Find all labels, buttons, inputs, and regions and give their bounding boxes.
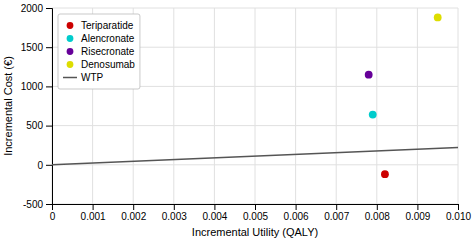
- x-tick: 0: [50, 204, 56, 222]
- x-tick-label: 0.007: [324, 211, 349, 222]
- x-tick: 0.007: [324, 204, 349, 222]
- legend-label: WTP: [81, 72, 104, 83]
- chart: 0 0.001 0.002 0.003 0.004 0.005 0.006 0.007 0.00…: [0, 0, 474, 242]
- x-tick-mark: [133, 204, 134, 210]
- y-tick: 1000: [21, 81, 52, 92]
- y-tick: 0: [37, 160, 52, 171]
- x-tick-mark: [377, 204, 378, 210]
- grid-line-x: [214, 8, 215, 204]
- legend-frame: [58, 14, 140, 89]
- x-tick-mark: [214, 204, 215, 210]
- x-tick-label: 0.003: [162, 211, 187, 222]
- y-tick-mark: [46, 165, 52, 166]
- x-tick: 0.001: [81, 204, 106, 222]
- grid-line-y: [52, 8, 458, 9]
- legend-swatch: [67, 48, 74, 55]
- point: [365, 71, 373, 79]
- grid-line-x: [458, 8, 459, 204]
- y-tick-label: 1500: [21, 42, 44, 53]
- x-tick: 0.006: [284, 204, 309, 222]
- x-tick-label: 0: [50, 211, 56, 222]
- x-tick-label: 0.005: [243, 211, 268, 222]
- y-tick-mark: [46, 86, 52, 87]
- legend-swatch: [63, 77, 77, 79]
- x-tick: 0.004: [202, 204, 227, 222]
- x-tick-label: 0.010: [446, 211, 471, 222]
- x-tick-label: 0.002: [121, 211, 146, 222]
- wtp-line: [52, 148, 458, 165]
- legend-swatch: [67, 22, 74, 29]
- legend-label: Alencronate: [81, 33, 135, 44]
- x-axis: 0 0.001 0.002 0.003 0.004 0.005 0.006 0.007 0.00…: [50, 204, 472, 222]
- grid-line-y: [52, 164, 458, 165]
- y-axis-title: Incremental Cost (€): [2, 56, 14, 156]
- point: [434, 13, 442, 21]
- y-tick: 2000: [21, 3, 52, 14]
- x-tick-label: 0.009: [405, 211, 430, 222]
- legend-swatch: [67, 35, 74, 42]
- y-tick-label: -500: [23, 199, 43, 210]
- grid-line-x: [376, 8, 377, 204]
- y-tick-label: 500: [26, 120, 43, 131]
- x-tick-mark: [93, 204, 94, 210]
- x-tick: 0.009: [405, 204, 430, 222]
- y-tick-mark: [46, 126, 52, 127]
- grid-line-x: [417, 8, 418, 204]
- x-tick: 0.010: [446, 204, 471, 222]
- legend-label: Denosumab: [81, 59, 135, 70]
- x-tick-mark: [417, 204, 418, 210]
- y-tick-label: 0: [37, 160, 43, 171]
- legend-label: Teriparatide: [81, 20, 134, 31]
- point: [369, 111, 377, 119]
- y-tick-label: 2000: [21, 3, 44, 14]
- x-tick-label: 0.006: [284, 211, 309, 222]
- x-tick-label: 0.004: [202, 211, 227, 222]
- grid: [52, 8, 458, 204]
- y-axis-line: [46, 9, 53, 205]
- y-tick-label: 1000: [21, 81, 44, 92]
- grid-line-x: [336, 8, 337, 204]
- x-axis-title: Incremental Utility (QALY): [192, 226, 318, 238]
- x-tick-mark: [336, 204, 337, 210]
- y-tick-mark: [46, 204, 52, 205]
- plot: 0 0.001 0.002 0.003 0.004 0.005 0.006 0.007 0.00…: [21, 3, 472, 222]
- marks: [52, 13, 458, 178]
- legend-swatch: [67, 61, 74, 68]
- grid-line-y: [52, 125, 458, 126]
- x-tick: 0.003: [162, 204, 187, 222]
- x-tick-mark: [296, 204, 297, 210]
- x-tick-label: 0.001: [81, 211, 106, 222]
- y-tick: -500: [23, 199, 52, 210]
- point: [381, 170, 389, 178]
- y-tick-mark: [46, 47, 52, 48]
- x-tick-mark: [255, 204, 256, 210]
- grid-line-x: [173, 8, 174, 204]
- y-tick-mark: [46, 8, 52, 9]
- x-tick-mark: [458, 204, 459, 210]
- y-axis: -500 0 500 1000 1500 2000: [21, 3, 53, 210]
- x-tick: 0.008: [365, 204, 390, 222]
- y-tick: 500: [26, 120, 52, 131]
- x-tick-label: 0.008: [365, 211, 390, 222]
- y-tick: 1500: [21, 42, 52, 53]
- x-tick: 0.005: [243, 204, 268, 222]
- x-axis-line: [53, 205, 459, 211]
- legend-label: Risecronate: [81, 46, 135, 57]
- grid-line-x: [255, 8, 256, 204]
- x-tick: 0.002: [121, 204, 146, 222]
- legend: Teriparatide Alencronate Risecronate Denosu…: [58, 14, 140, 89]
- x-tick-mark: [174, 204, 175, 210]
- grid-line-x: [295, 8, 296, 204]
